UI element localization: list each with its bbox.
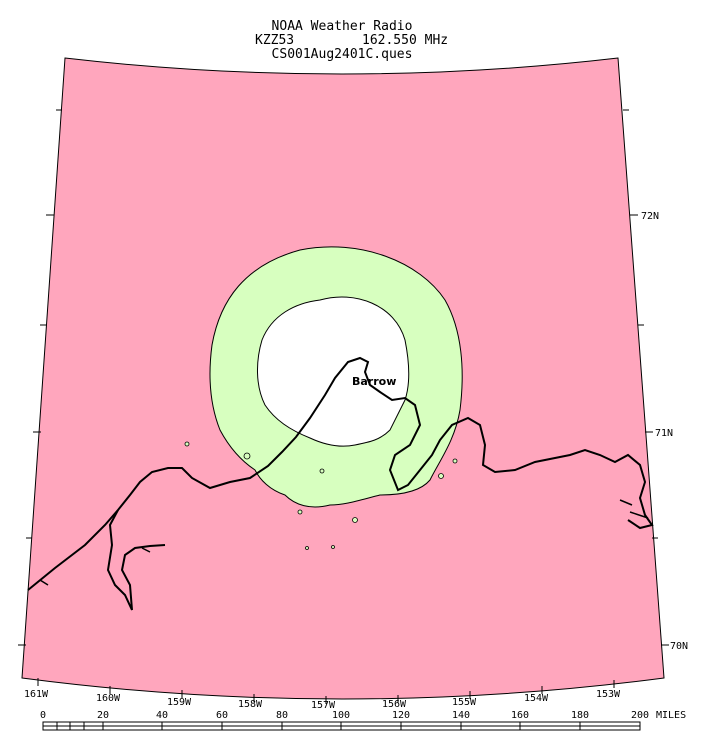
scale-tick-140: 140 <box>452 710 470 721</box>
lat-label-70n: 70N <box>670 641 688 652</box>
scale-bar <box>42 721 641 731</box>
title-line-3: CS001Aug2401C.ques <box>272 47 413 62</box>
scale-tick-200: 200 <box>631 710 649 721</box>
lon-label-158w: 158W <box>238 699 263 710</box>
scale-labels: 0 20 40 60 80 100 120 140 160 180 200 <box>40 710 649 721</box>
lon-label-160w: 160W <box>96 693 121 704</box>
lon-label-157w: 157W <box>311 700 336 711</box>
scale-tick-60: 60 <box>216 710 228 721</box>
lon-label-155w: 155W <box>452 697 477 708</box>
longitude-ticks <box>37 678 615 704</box>
scale-tick-180: 180 <box>571 710 589 721</box>
lon-label-159w: 159W <box>167 697 192 708</box>
lat-label-72n: 72N <box>641 211 659 222</box>
title-call-sign: KZZ53 <box>255 33 294 48</box>
lon-label-153w: 153W <box>596 689 621 700</box>
coastline-inlet <box>39 499 649 586</box>
scale-tick-40: 40 <box>156 710 168 721</box>
lon-label-154w: 154W <box>524 693 549 704</box>
scale-tick-160: 160 <box>511 710 529 721</box>
lon-label-161w: 161W <box>24 689 49 700</box>
title-frequency: 162.550 MHz <box>362 33 448 48</box>
latitude-ticks <box>18 109 669 646</box>
scale-unit: MILES <box>656 710 686 721</box>
scale-tick-120: 120 <box>392 710 410 721</box>
place-label-barrow: Barrow <box>352 375 396 388</box>
coverage-islands <box>184 441 458 550</box>
scale-tick-20: 20 <box>97 710 109 721</box>
scale-tick-100: 100 <box>332 710 350 721</box>
strong-coverage-area <box>256 296 410 447</box>
scale-tick-0: 0 <box>40 710 46 721</box>
title-line-1: NOAA Weather Radio <box>272 19 413 34</box>
lat-label-71n: 71N <box>655 428 673 439</box>
scale-tick-80: 80 <box>276 710 288 721</box>
lon-label-156w: 156W <box>382 699 407 710</box>
coastline-spit <box>106 509 166 611</box>
coastline <box>27 356 654 591</box>
